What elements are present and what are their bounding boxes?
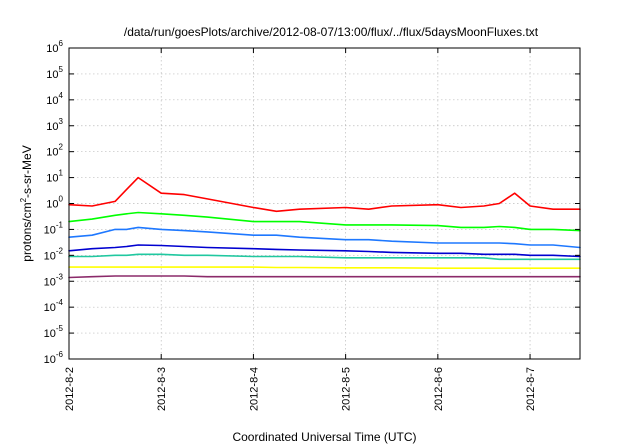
- y-tick-label: 100: [46, 195, 63, 211]
- y-tick-label-exponent: -3: [56, 272, 64, 281]
- x-axis-label: Coordinated Universal Time (UTC): [232, 430, 416, 444]
- x-tick-label: 2012-8-4: [248, 367, 260, 411]
- y-tick-label-base: 10: [46, 69, 58, 81]
- series-line: [68, 275, 581, 279]
- x-tick-label: 2012-8-2: [64, 367, 76, 411]
- y-axis-label-base: protons/cm: [20, 202, 34, 261]
- y-tick-label-exponent: -6: [56, 350, 64, 359]
- y-tick-label-exponent: 3: [59, 117, 64, 126]
- y-tick-label: 10-1: [44, 220, 64, 236]
- y-tick-label-exponent: 1: [59, 169, 64, 178]
- y-tick-label: 101: [46, 169, 63, 185]
- y-tick-label-exponent: -5: [56, 324, 64, 333]
- y-tick-label: 102: [46, 143, 63, 159]
- y-tick-label-base: 10: [44, 250, 56, 262]
- y-tick-label-exponent: -2: [56, 246, 64, 255]
- y-tick-label-exponent: 5: [59, 65, 64, 74]
- y-tick-label: 10-2: [44, 246, 64, 262]
- y-tick-label-exponent: 4: [59, 91, 64, 100]
- y-tick-label-base: 10: [46, 95, 58, 107]
- y-tick-label-base: 10: [44, 302, 56, 314]
- y-tick-label-exponent: -4: [56, 298, 64, 307]
- y-tick-label-exponent: 2: [59, 143, 64, 152]
- y-tick-label-exponent: 6: [59, 39, 64, 48]
- series-line: [68, 266, 581, 270]
- series-line: [68, 211, 581, 232]
- y-tick-label-base: 10: [46, 173, 58, 185]
- y-tick-label-base: 10: [44, 224, 56, 236]
- y-tick-label-exponent: 0: [59, 195, 64, 204]
- series-lines: [68, 176, 581, 279]
- x-tick-label: 2012-8-3: [156, 367, 168, 411]
- y-tick-label-base: 10: [46, 199, 58, 211]
- x-tick-label: 2012-8-6: [433, 367, 445, 411]
- y-tick-label-exponent: -1: [56, 220, 64, 229]
- y-tick-label: 10-4: [44, 298, 64, 314]
- chart-title: /data/run/goesPlots/archive/2012-08-07/1…: [124, 25, 539, 39]
- y-tick-label: 104: [46, 91, 63, 107]
- y-tick-label-base: 10: [44, 354, 56, 366]
- x-ticks: 2012-8-2 2012-8-3 2012-8-4 2012-8-5 2012-8-6…: [64, 48, 537, 411]
- y-tick-label-base: 10: [44, 276, 56, 288]
- y-tick-label: 10-6: [44, 350, 64, 366]
- x-tick-label: 2012-8-7: [525, 367, 537, 411]
- y-tick-label-base: 10: [44, 328, 56, 340]
- series-line: [68, 253, 581, 261]
- y-tick-label: 10-3: [44, 272, 64, 288]
- grid-lines: [69, 48, 580, 359]
- y-tick-label: 105: [46, 65, 63, 81]
- y-axis-label: protons/cm2-s-sr-MeV: [19, 145, 34, 261]
- x-tick-label: 2012-8-5: [341, 367, 353, 411]
- y-ticks: 10-610-510-410-310-210-11001011021031041…: [44, 39, 580, 366]
- series-line: [68, 244, 581, 258]
- series-line: [68, 176, 581, 213]
- y-tick-label: 106: [46, 39, 63, 55]
- series-line: [68, 226, 581, 249]
- y-tick-label: 10-5: [44, 324, 64, 340]
- y-tick-label-base: 10: [46, 43, 58, 55]
- y-axis-label-rest: -s-sr-MeV: [20, 145, 34, 198]
- y-tick-label-base: 10: [46, 147, 58, 159]
- y-tick-label-base: 10: [46, 121, 58, 133]
- y-axis-label-sup: 2: [19, 197, 28, 202]
- y-tick-label: 103: [46, 117, 63, 133]
